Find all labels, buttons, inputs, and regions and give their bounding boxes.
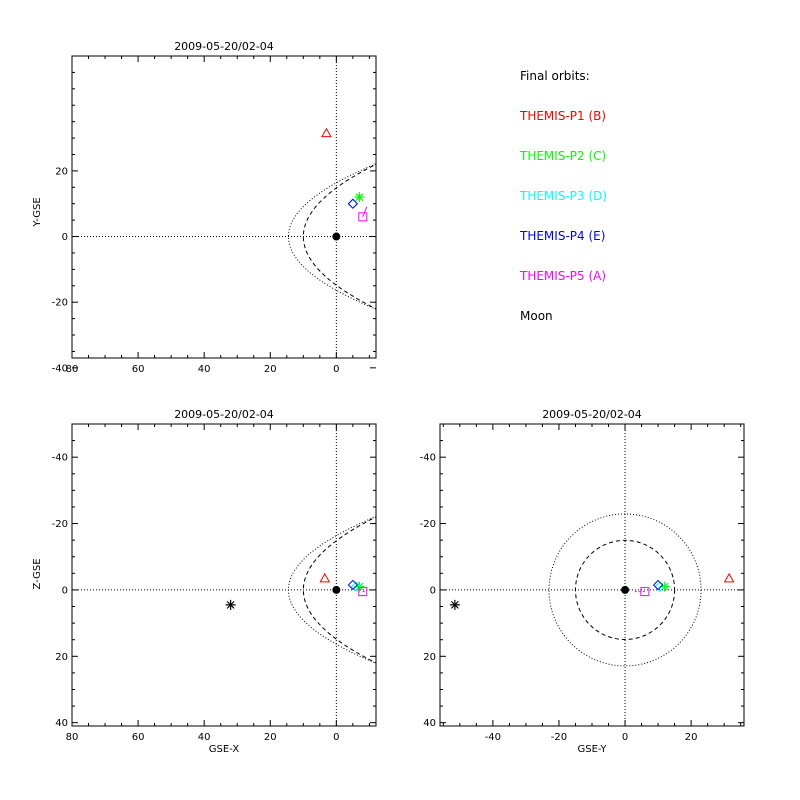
panel-0-point-earth: [332, 232, 341, 241]
panel-2-frame: [439, 423, 745, 727]
panel-2-point-themis-p1-b: [723, 572, 735, 583]
panel-0-p5-trail: [362, 206, 368, 218]
panel-xz: 2009-05-20/02-04 Z-GSE GSE-X 80 60 40 20 0 40…: [32, 408, 377, 755]
panel-0-xtick-label: 20: [264, 364, 277, 375]
panel-0-xtick-label: 0: [333, 364, 339, 375]
panel-1-point-themis-p1-b: [319, 572, 331, 583]
panel-xz-xlabel: GSE-X: [209, 744, 240, 755]
panel-1-ytick-label: 20: [55, 652, 68, 663]
panel-1-point-themis-p5-a: [358, 587, 368, 597]
panel-1-frame: [71, 423, 377, 727]
panel-1-xtick-label: 80: [66, 732, 79, 743]
panel-xy-ylabel: Y-GSE: [32, 197, 43, 227]
panel-1-point-themis-p2-c: [354, 581, 365, 592]
panel-1-xtick-label: 60: [132, 732, 145, 743]
panel-2-point-moon: [449, 599, 460, 610]
panel-2-bow-shock-circle: [548, 513, 702, 667]
legend-item-moon: Moon: [520, 309, 553, 323]
panel-xz-title: 2009-05-20/02-04: [174, 408, 274, 421]
panel-1-ytick-label: -20: [52, 519, 68, 530]
panel-yz-title: 2009-05-20/02-04: [542, 408, 642, 421]
panel-2-plot-inner: [440, 424, 744, 726]
legend-item-themis-p3-d: THEMIS-P3 (D): [519, 189, 607, 203]
panel-yz: 2009-05-20/02-04 GSE-Y -40 -20 0 20 40 20 0 -20…: [420, 408, 745, 755]
panel-0-ytick-label: -40: [52, 363, 68, 374]
panel-1-ytick-label: -40: [52, 453, 68, 464]
legend-item-themis-p1-b: THEMIS-P1 (B): [519, 109, 606, 123]
panel-0-point-themis-p5-a: [358, 212, 368, 222]
panel-xz-ylabel: Z-GSE: [32, 558, 43, 589]
panel-1-xtick-label: 20: [264, 732, 277, 743]
panel-0-xtick-label: 60: [132, 364, 145, 375]
legend-item-themis-p2-c: THEMIS-P2 (C): [519, 149, 606, 163]
panel-1-xtick-label: 0: [333, 732, 339, 743]
panel-0-point-themis-p2-c: [354, 192, 365, 203]
panel-1-plot-inner: [72, 424, 376, 726]
panel-yz-xlabel: GSE-Y: [578, 744, 608, 755]
panel-1-point-earth: [332, 585, 341, 594]
panel-0-frame: [71, 55, 377, 359]
legend-item-themis-p4-e: THEMIS-P4 (E): [519, 229, 605, 243]
panel-0-ytick-label: 0: [62, 232, 68, 243]
panel-2-ytick-label: 40: [423, 718, 436, 729]
panel-0-point-themis-p4-e: [347, 198, 359, 209]
panel-2-xtick-label: 0: [622, 732, 628, 743]
panel-0-xtick-label: 40: [198, 364, 211, 375]
panel-2-xtick-label: -40: [485, 732, 501, 743]
panel-2-xtick-label: -20: [551, 732, 567, 743]
panel-1-point-themis-p4-e: [347, 579, 359, 591]
panel-0-xtick-label: 80: [66, 364, 79, 375]
panel-2-point-themis-p5-a: [640, 587, 650, 597]
legend-item-themis-p5-a: THEMIS-P5 (A): [519, 269, 606, 283]
panel-2-xtick-label: 20: [685, 732, 698, 743]
panel-xy: 2009-05-20/02-04 Y-GSE 80 60 40 20 0 -40 -20 0 2…: [32, 40, 377, 375]
panel-0-ytick-label: 20: [55, 166, 68, 177]
panel-2-ytick-label: -20: [420, 519, 436, 530]
panel-2-point-earth: [621, 585, 630, 594]
panel-1-bow-shock-curve: [287, 515, 376, 664]
panel-0-point-themis-p1-b: [321, 127, 332, 138]
panel-0-ytick-label: -20: [52, 298, 68, 309]
panel-2-magnetopause-circle: [574, 539, 676, 640]
panel-2-ytick-label: -40: [420, 453, 436, 464]
panel-1-ytick-label: 40: [55, 718, 68, 729]
legend-heading: Final orbits:: [520, 69, 590, 83]
panel-2-ytick-label: 0: [430, 585, 436, 596]
legend: Final orbits: THEMIS-P1 (B) THEMIS-P2 (C)…: [519, 69, 607, 323]
panel-1-point-themis-p3-d: [350, 581, 362, 592]
panel-1-xtick-label: 40: [198, 732, 211, 743]
panel-1-point-moon: [225, 599, 236, 610]
panel-2-point-themis-p4-e: [652, 579, 664, 591]
panel-0-plot-inner: [72, 56, 376, 358]
panel-1-ytick-label: 0: [62, 585, 68, 596]
panel-xy-title: 2009-05-20/02-04: [174, 40, 274, 53]
panel-2-ytick-label: 20: [423, 652, 436, 663]
